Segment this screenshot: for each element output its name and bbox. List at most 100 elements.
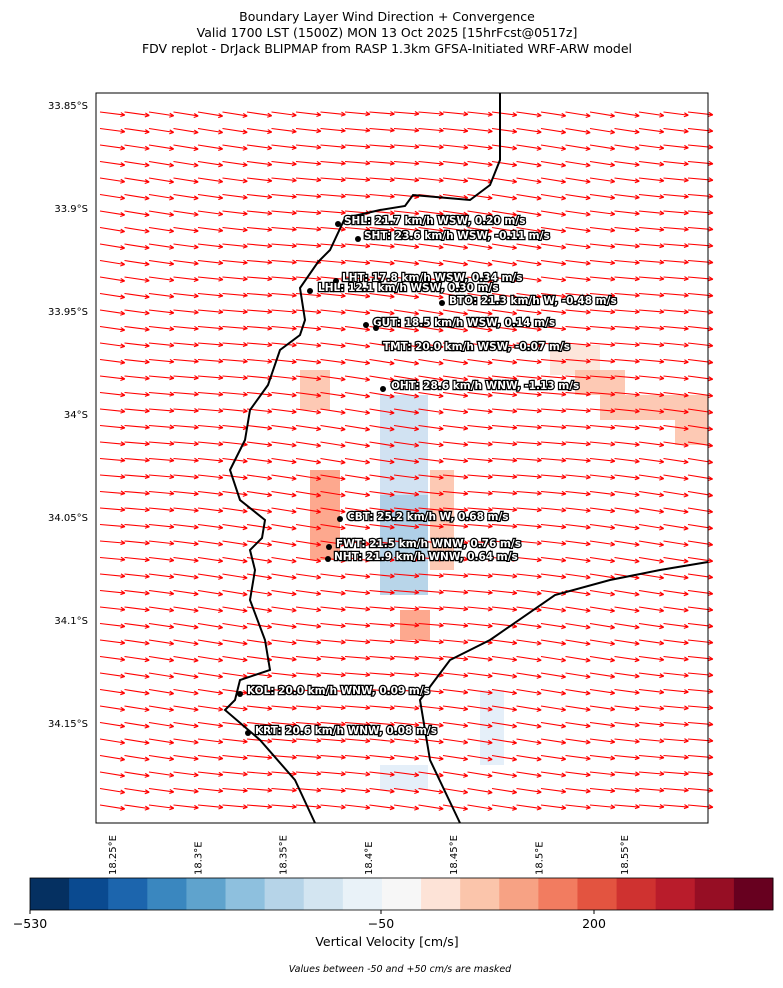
wind-arrow (99, 441, 126, 447)
wind-arrow (246, 424, 273, 431)
wind-arrow (638, 556, 665, 564)
wind-arrow (442, 144, 469, 150)
wind-arrow (148, 441, 175, 447)
wind-arrow (197, 705, 224, 712)
wind-arrow (687, 276, 714, 282)
wind-arrow (320, 540, 346, 547)
wind-arrow (663, 441, 689, 448)
wind-arrow (197, 523, 224, 530)
wind-arrow (638, 705, 665, 711)
wind-arrow (565, 111, 591, 119)
x-tick-label: 18.55°E (620, 835, 631, 875)
wind-arrow (418, 358, 444, 366)
wind-arrow (99, 424, 126, 430)
wind-arrow (565, 507, 591, 513)
velocity-cell (380, 765, 428, 790)
colorbar-tick-label: −50 (368, 916, 394, 931)
wind-arrow (663, 408, 689, 415)
wind-arrow (565, 655, 591, 663)
wind-arrow (369, 606, 395, 612)
wind-arrow (173, 226, 199, 234)
wind-arrow (565, 688, 591, 696)
wind-arrow (442, 408, 469, 415)
wind-arrow (418, 391, 444, 399)
wind-arrow (393, 507, 420, 513)
wind-arrow (565, 639, 591, 647)
wind-arrow (320, 144, 346, 150)
station-label: GUT: 18.5 km/h WSW, 0.14 m/s (373, 317, 555, 329)
station-dot (380, 386, 386, 392)
wind-arrow (246, 210, 273, 216)
wind-arrow (246, 259, 273, 265)
wind-arrow (393, 144, 420, 150)
wind-arrow (124, 243, 150, 250)
wind-arrow (344, 457, 371, 465)
wind-arrow (589, 672, 616, 679)
wind-arrow (442, 507, 469, 513)
wind-arrow (369, 457, 395, 465)
station-label: SHT: 23.6 km/h WSW, -0.11 m/s (364, 230, 550, 242)
wind-arrow (663, 705, 689, 711)
wind-arrow (271, 622, 297, 629)
wind-arrow (320, 424, 346, 432)
wind-arrow (344, 424, 371, 432)
wind-arrow (197, 754, 224, 761)
wind-arrow (516, 177, 542, 185)
wind-arrow (393, 243, 420, 250)
wind-arrow (148, 738, 175, 745)
wind-arrow (516, 540, 542, 546)
wind-arrow (442, 358, 469, 366)
wind-arrow (393, 292, 420, 300)
wind-arrow (614, 243, 640, 249)
wind-arrow (614, 193, 640, 200)
wind-arrow (246, 193, 273, 200)
wind-arrow (638, 688, 665, 695)
wind-arrow (197, 292, 224, 298)
wind-arrow (124, 639, 150, 646)
wind-arrow (418, 804, 444, 811)
wind-arrow (173, 672, 199, 680)
wind-arrow (516, 325, 542, 332)
wind-arrow (148, 771, 175, 778)
wind-arrow (491, 210, 518, 218)
wind-arrow (148, 573, 175, 580)
wind-arrow (369, 375, 395, 383)
wind-arrow (467, 606, 493, 612)
wind-arrow (638, 358, 665, 364)
x-tick-label: 18.4°E (364, 841, 375, 875)
wind-arrow (344, 721, 371, 727)
wind-arrow (638, 177, 665, 183)
wind-arrow (540, 127, 567, 135)
wind-arrow (246, 177, 273, 183)
wind-arrow (589, 160, 616, 168)
wind-arrow (124, 424, 150, 430)
wind-arrow (614, 325, 640, 331)
wind-arrow (295, 424, 322, 432)
wind-arrow (271, 771, 297, 777)
wind-arrow (173, 342, 199, 348)
wind-arrow (687, 325, 714, 332)
wind-arrow (418, 259, 444, 267)
wind-arrow (124, 771, 150, 778)
wind-arrow (124, 127, 150, 135)
wind-arrow (589, 193, 616, 200)
station-dot (363, 322, 369, 328)
wind-arrow (124, 507, 150, 513)
wind-arrow (540, 259, 567, 266)
wind-arrow (540, 490, 567, 496)
wind-arrow (614, 771, 640, 777)
wind-arrow (148, 144, 175, 151)
wind-arrow (516, 391, 542, 397)
wind-arrow (491, 573, 518, 579)
wind-arrow (687, 375, 714, 382)
wind-arrow (246, 754, 273, 760)
wind-arrow (320, 787, 346, 793)
velocity-cells (300, 345, 708, 790)
wind-arrow (687, 193, 714, 199)
wind-arrow (369, 738, 395, 744)
wind-arrow (344, 622, 371, 628)
title-line: FDV replot - DrJack BLIPMAP from RASP 1.… (142, 41, 632, 56)
station-dot (439, 300, 445, 306)
wind-arrow (638, 672, 665, 679)
wind-arrow (663, 738, 689, 744)
